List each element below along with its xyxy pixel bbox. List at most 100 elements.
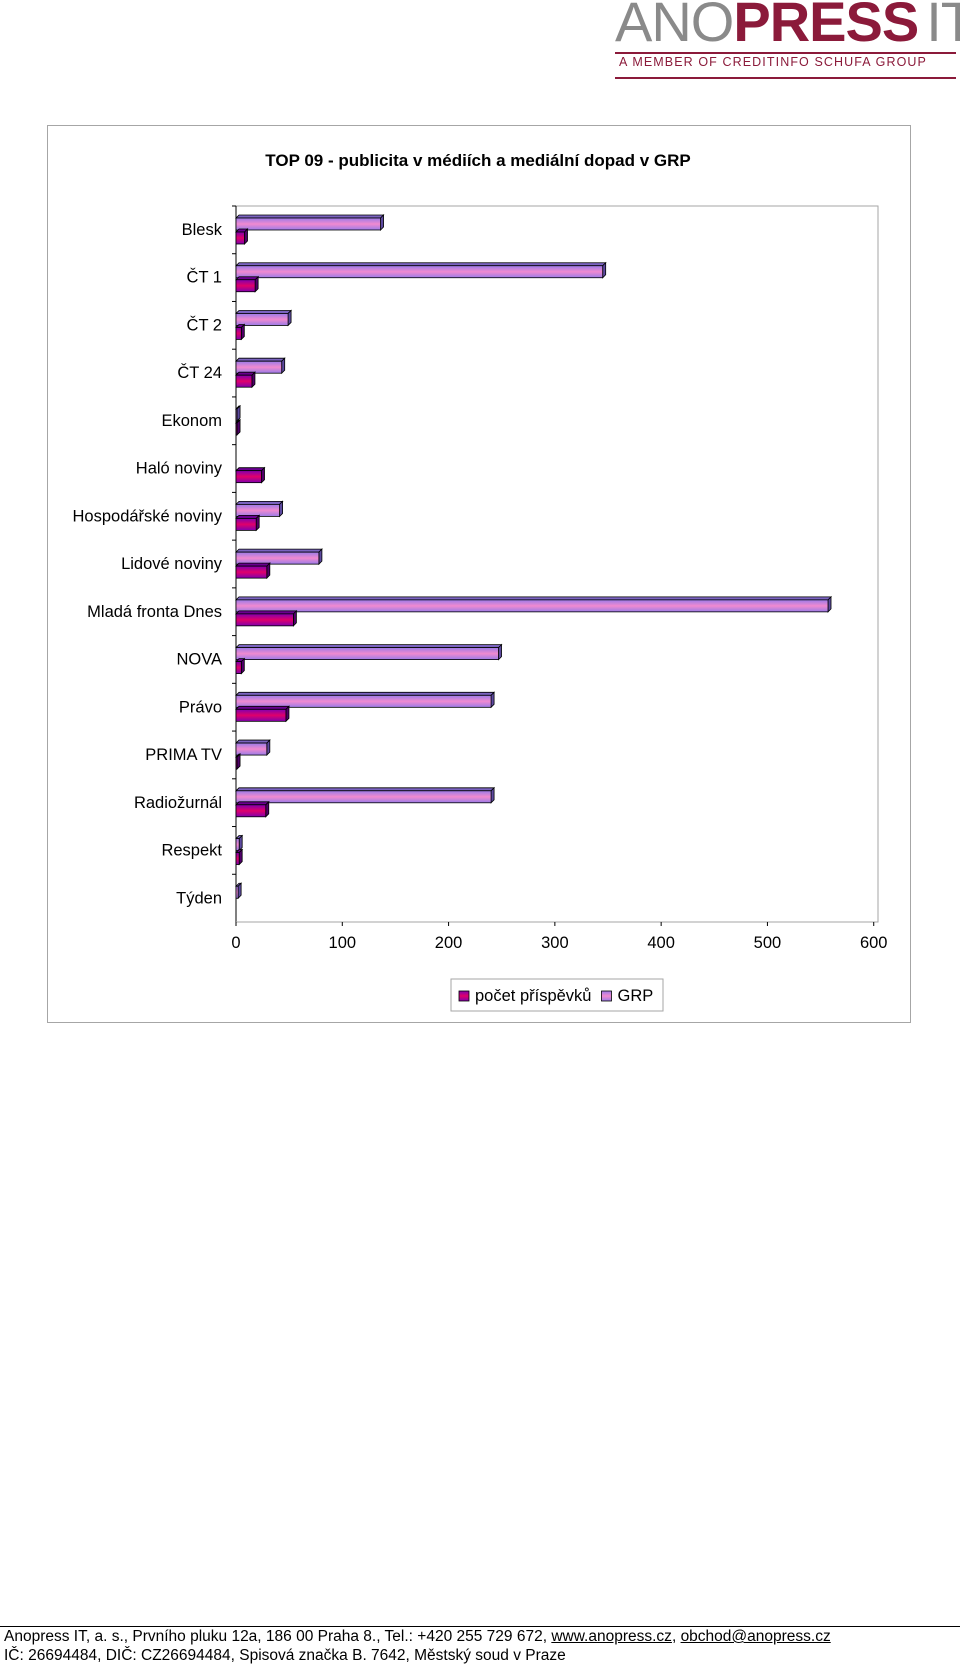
bar-front-face: [235, 360, 283, 374]
bar-side-face: [498, 643, 502, 661]
logo-ano: ANO: [615, 0, 734, 53]
bar-top-face: [235, 562, 271, 567]
bar-pocet-prispevku: [235, 275, 260, 293]
bar-front-face: [235, 708, 287, 722]
logo-wordmark: ANOPRESS IT: [615, 0, 960, 50]
footer-email-link[interactable]: obchod@anopress.cz: [680, 1628, 831, 1645]
bar-front-face: [235, 613, 294, 627]
x-tick-label: 200: [435, 934, 463, 952]
bar-pocet-prispevku: [235, 609, 298, 627]
bar-top-face: [235, 610, 298, 615]
bar-top-face: [235, 357, 286, 362]
bar-grp: [235, 882, 243, 900]
bar-pocet-prispevku: [235, 514, 261, 532]
bar-grp: [235, 786, 496, 804]
bar-pocet-prispevku: [235, 323, 246, 341]
bar-front-face: [235, 422, 238, 436]
bar-front-face: [235, 470, 262, 484]
bar-front-face: [235, 374, 253, 388]
category-label: Blesk: [182, 221, 223, 239]
bar-top-face: [235, 310, 293, 314]
bar-front-face: [235, 313, 289, 326]
category-label: Ekonom: [161, 412, 222, 430]
bar-top-face: [235, 262, 607, 267]
bar-front-face: [235, 231, 245, 245]
category-label: ČT 2: [187, 315, 222, 334]
x-tick-label: 100: [329, 934, 357, 952]
footer-line-2: IČ: 26694484, DIČ: CZ26694484, Spisová z…: [4, 1647, 566, 1664]
bar-front-face: [235, 838, 240, 851]
legend-item: GRP: [601, 987, 653, 1005]
logo-rule-top: [615, 52, 956, 54]
bar-front-face: [235, 804, 267, 818]
footer-web-link[interactable]: www.anopress.cz: [551, 1628, 672, 1645]
x-tick-label: 300: [541, 934, 569, 952]
legend-label: GRP: [617, 987, 653, 1005]
bar-pocet-prispevku: [235, 371, 256, 389]
category-label: ČT 24: [177, 363, 222, 382]
logo-press: PRESS: [733, 0, 919, 53]
bar-side-face: [236, 753, 241, 771]
bar-front-face: [235, 265, 604, 279]
bar-top-face: [235, 801, 270, 806]
legend-box: [450, 978, 664, 1012]
bar-front-face: [235, 517, 257, 531]
x-tick-label: 0: [231, 934, 240, 952]
bar-front-face: [235, 279, 256, 293]
x-tick-label: 400: [647, 934, 675, 952]
legend-swatch: [458, 990, 470, 1002]
category-label: Mladá fronta Dnes: [87, 603, 222, 621]
bar-front-face: [235, 694, 492, 708]
bar-grp: [235, 595, 832, 613]
bar-front-face: [235, 790, 492, 804]
category-label: NOVA: [176, 651, 222, 669]
category-label: ČT 1: [187, 268, 222, 287]
logo-it: IT: [926, 0, 960, 53]
bar-side-face: [281, 357, 286, 375]
bar-side-face: [236, 404, 241, 422]
bar-front-face: [235, 661, 242, 674]
bar-pocet-prispevku: [235, 418, 242, 436]
logo-tagline: A MEMBER OF CREDITINFO SCHUFA GROUP: [619, 55, 927, 69]
bar-side-face: [490, 786, 495, 804]
anopress-logo: ANOPRESS IT A MEMBER OF CREDITINFO SCHUFA…: [615, 0, 960, 84]
bar-front-face: [235, 551, 320, 565]
bar-side-face: [238, 848, 243, 866]
bar-pocet-prispevku: [235, 705, 290, 723]
bar-top-face: [235, 548, 323, 553]
bar-top-face: [235, 514, 261, 519]
bar-front-face: [235, 408, 238, 422]
bar-side-face: [261, 466, 265, 484]
bar-side-face: [279, 500, 283, 518]
bar-grp: [235, 309, 293, 327]
bar-side-face: [237, 882, 242, 900]
x-tick-label: 500: [754, 934, 782, 952]
footer-address: Anopress IT, a. s., Prvního pluku 12a, 1…: [4, 1628, 552, 1645]
bar-chart: TOP 09 - publicita v médiích a mediální …: [73, 151, 887, 1012]
bar-grp: [235, 500, 284, 518]
plot-area: [235, 205, 879, 923]
bar-top-face: [235, 705, 290, 710]
legend-swatch: [601, 990, 612, 1002]
bar-top-face: [235, 276, 260, 281]
bar-grp: [235, 214, 385, 231]
bar-top-face: [235, 644, 503, 648]
bar-top-face: [235, 596, 832, 601]
bar-side-face: [266, 562, 271, 580]
bar-grp: [235, 691, 496, 709]
legend-label: počet příspěvků: [475, 987, 591, 1005]
footer-line-1: Anopress IT, a. s., Prvního pluku 12a, 1…: [4, 1628, 831, 1646]
bar-pocet-prispevku: [235, 657, 246, 675]
bar-side-face: [254, 275, 259, 293]
bar-top-face: [235, 214, 385, 219]
bar-side-face: [244, 228, 248, 245]
category-label: Lidové noviny: [121, 555, 223, 573]
bar-side-face: [602, 261, 607, 279]
bar-side-face: [285, 705, 290, 723]
bar-top-face: [235, 467, 266, 472]
bar-side-face: [240, 323, 245, 341]
category-label: Právo: [179, 698, 222, 716]
category-label: Hospodářské noviny: [73, 507, 223, 525]
bar-side-face: [318, 548, 323, 566]
bar-pocet-prispevku: [235, 466, 266, 484]
